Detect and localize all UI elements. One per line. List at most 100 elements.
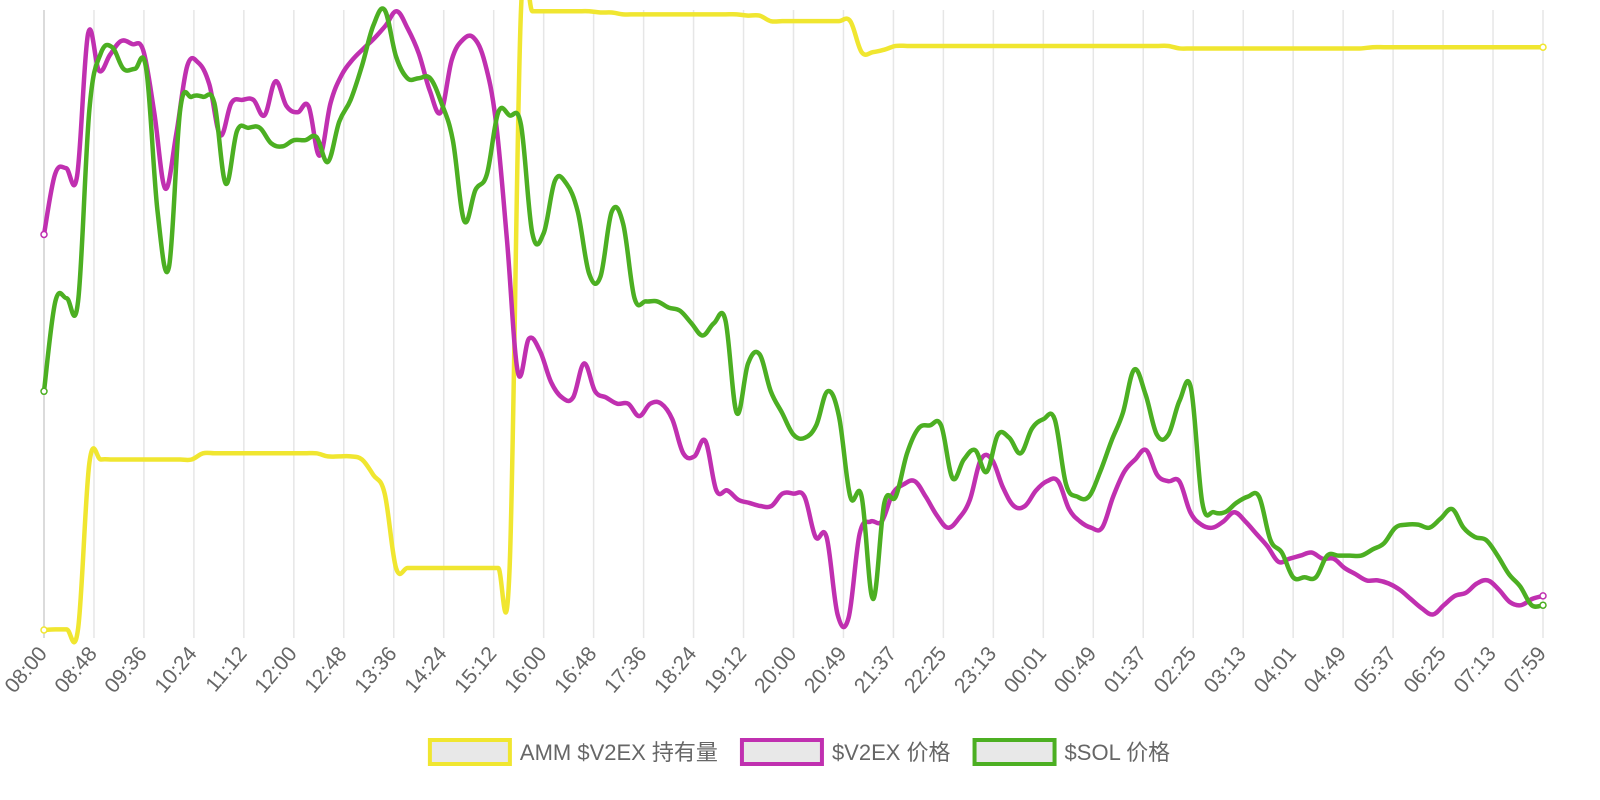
data-point	[1007, 44, 1011, 48]
data-point	[598, 10, 603, 15]
data-point	[152, 110, 156, 114]
data-point	[246, 451, 251, 455]
x-tick-label: 07:59	[1499, 642, 1550, 697]
data-point	[349, 454, 353, 458]
data-point	[1280, 46, 1284, 51]
data-point	[1234, 46, 1238, 51]
data-point	[593, 389, 597, 393]
data-point	[53, 172, 57, 176]
data-point	[848, 19, 852, 23]
data-point	[1371, 45, 1375, 49]
data-point	[928, 423, 932, 427]
data-point	[519, 123, 523, 127]
data-point	[576, 9, 580, 13]
data-point	[769, 504, 774, 508]
data-point	[472, 36, 476, 40]
data-point	[428, 89, 432, 93]
data-point	[65, 296, 69, 300]
data-point	[1287, 557, 1292, 561]
data-point	[1109, 439, 1114, 443]
data-point	[439, 101, 444, 105]
data-point	[394, 566, 398, 570]
data-point	[871, 597, 875, 601]
data-point	[598, 275, 603, 279]
data-point	[1382, 45, 1386, 49]
data-point	[64, 166, 68, 170]
data-point	[736, 498, 740, 502]
x-tick-label: 02:25	[1150, 642, 1201, 697]
legend[interactable]: AMM $V2EX 持有量 $V2EX 价格 $SOL 价格	[427, 738, 1171, 766]
legend-item[interactable]: AMM $V2EX 持有量	[427, 738, 718, 766]
data-point	[394, 54, 398, 59]
x-tick-label: 06:25	[1399, 642, 1450, 697]
data-point	[714, 488, 718, 493]
x-tick-label: 08:48	[50, 642, 101, 697]
legend-item[interactable]: $SOL 价格	[972, 738, 1171, 766]
data-point	[505, 237, 509, 241]
data-point	[473, 566, 478, 570]
data-point	[1075, 495, 1079, 499]
data-point	[1098, 470, 1102, 474]
data-point	[121, 457, 126, 462]
data-point	[406, 27, 410, 31]
data-point	[360, 457, 364, 462]
data-point	[65, 627, 69, 631]
data-point	[1393, 45, 1397, 49]
data-point	[190, 457, 194, 462]
data-point	[984, 44, 989, 48]
data-point	[1053, 417, 1057, 421]
data-point	[87, 461, 92, 465]
data-point	[1001, 485, 1005, 489]
data-point	[485, 172, 489, 176]
data-point	[1484, 45, 1488, 49]
x-tick-label: 07:13	[1449, 642, 1500, 697]
x-tick-label: 11:12	[201, 642, 251, 696]
data-point	[1155, 433, 1159, 437]
data-point	[946, 526, 950, 530]
data-point	[483, 61, 487, 65]
data-point	[1359, 554, 1363, 558]
legend-item[interactable]: $V2EX 价格	[739, 738, 951, 766]
data-point	[1398, 588, 1402, 592]
x-tick-label: 14:24	[400, 642, 452, 697]
x-tick-label: 20:49	[800, 642, 851, 697]
data-point	[803, 436, 807, 440]
data-point	[894, 495, 898, 499]
data-point	[632, 296, 637, 300]
data-point	[1087, 44, 1091, 48]
data-point	[939, 44, 943, 48]
data-point	[824, 535, 829, 539]
data-point	[1019, 451, 1023, 455]
data-point	[1291, 46, 1295, 51]
data-point	[757, 13, 762, 18]
data-point	[428, 566, 432, 570]
data-point	[40, 387, 48, 396]
data-point	[542, 231, 546, 235]
data-point	[564, 182, 568, 186]
data-point	[371, 23, 375, 28]
data-point	[1309, 550, 1314, 555]
data-point	[258, 451, 262, 455]
data-point	[1121, 411, 1125, 415]
data-point	[757, 352, 762, 356]
data-point	[462, 219, 466, 223]
data-point	[121, 67, 126, 71]
data-point	[428, 76, 432, 80]
data-point	[1234, 501, 1238, 505]
data-point	[508, 113, 512, 117]
data-point	[644, 12, 648, 16]
data-point	[461, 38, 465, 42]
data-point	[1348, 554, 1352, 558]
data-point	[780, 19, 784, 23]
data-point	[1200, 501, 1204, 505]
data-point	[984, 470, 989, 474]
x-tick-label: 08:00	[0, 642, 51, 697]
x-tick-label: 13:36	[350, 642, 401, 697]
data-point	[212, 451, 216, 455]
data-point	[1376, 578, 1380, 583]
data-point	[1495, 45, 1500, 49]
data-point	[349, 98, 353, 102]
data-point	[1508, 600, 1512, 604]
data-point	[791, 492, 796, 496]
data-point	[1100, 526, 1104, 530]
